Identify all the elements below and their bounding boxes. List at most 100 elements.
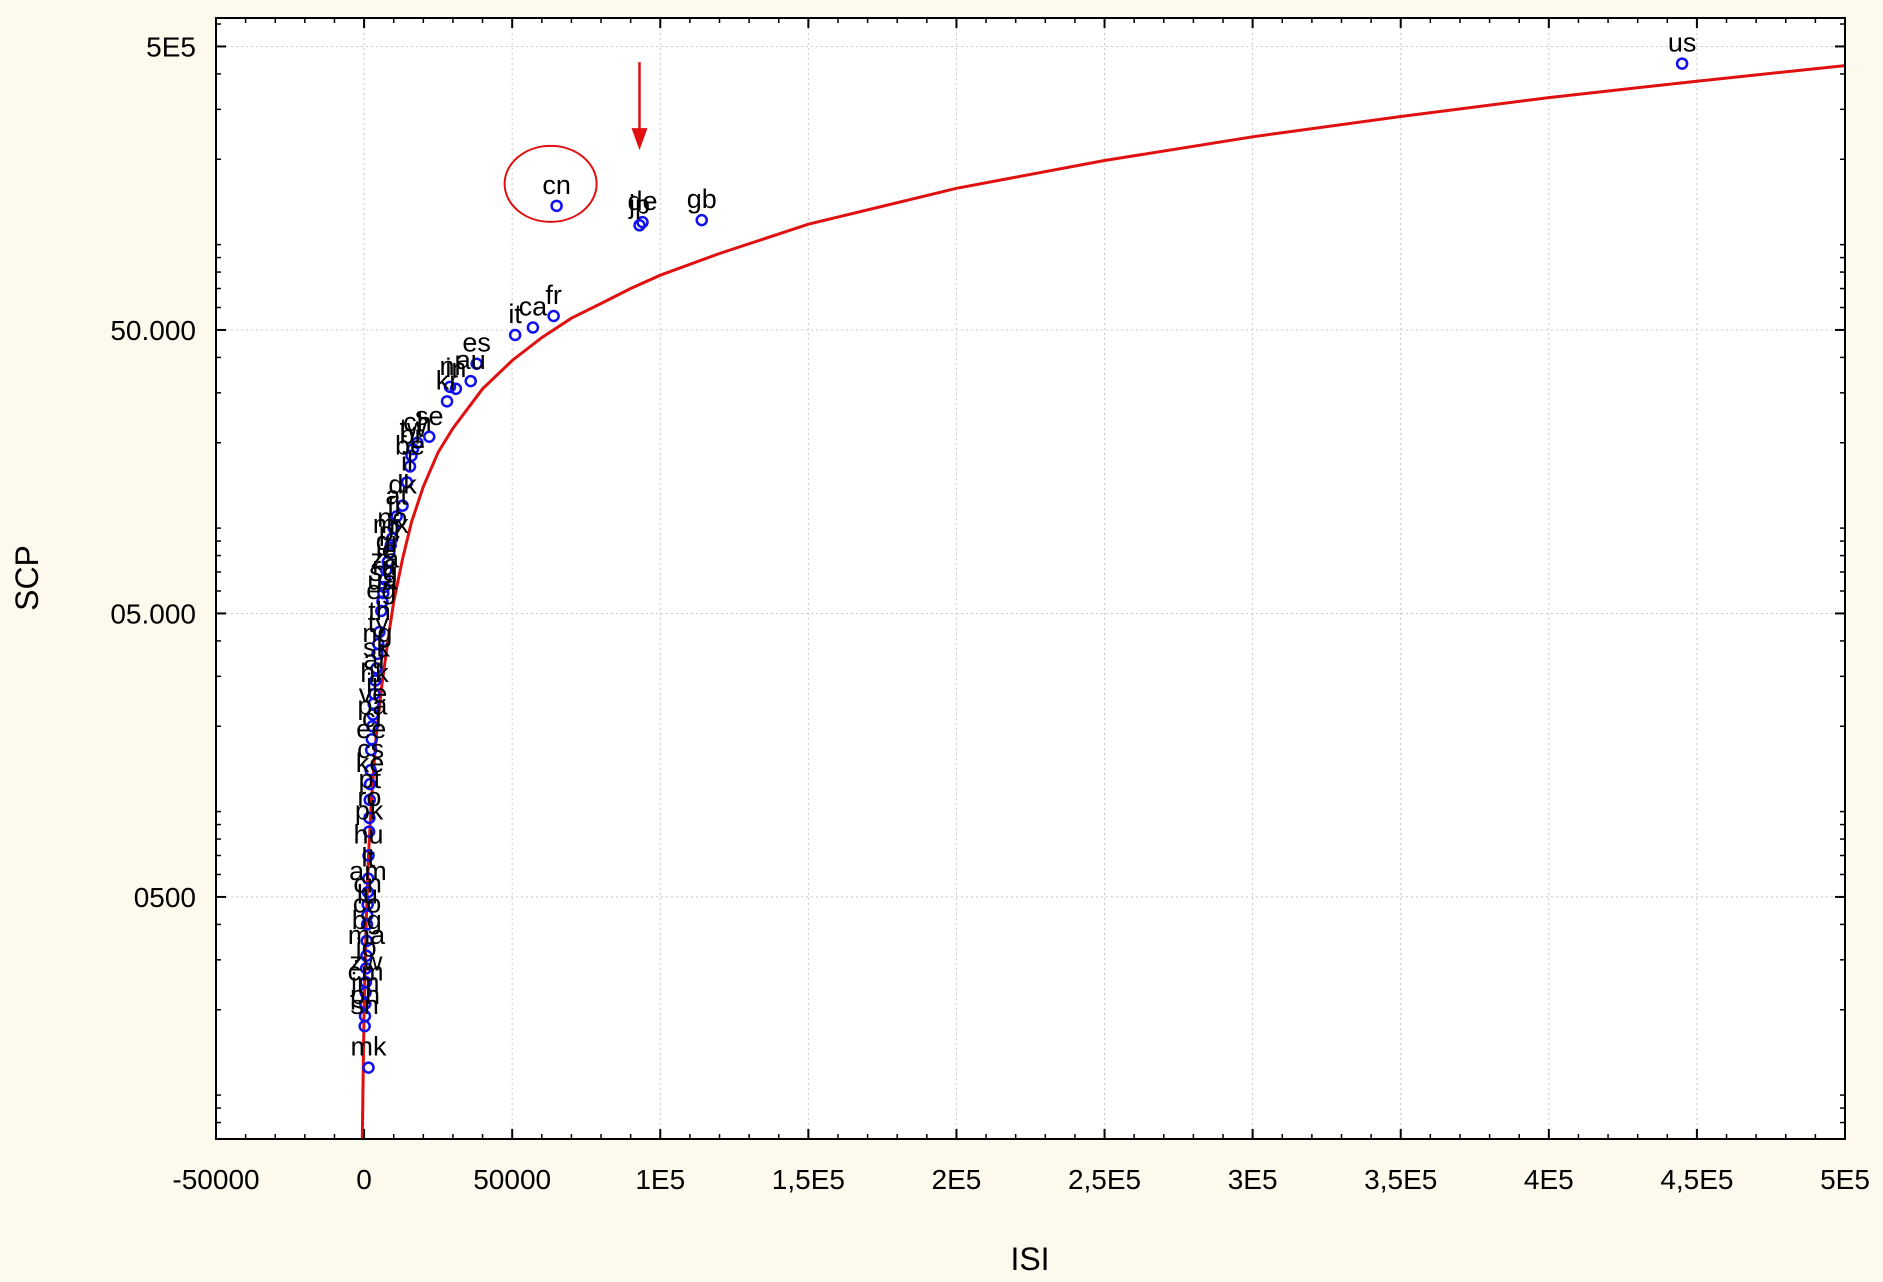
point-label: jm	[350, 968, 380, 998]
x-tick-label: -50000	[172, 1164, 259, 1195]
point-label: sg	[369, 557, 398, 587]
annotation-arrow-head	[631, 128, 648, 151]
point-label: pa	[357, 690, 388, 720]
point-label: mk	[351, 1032, 387, 1062]
data-point	[443, 380, 457, 394]
point-label: gb	[687, 184, 717, 214]
data-point	[390, 510, 403, 523]
x-tick-label: 5E5	[1820, 1164, 1870, 1195]
y-axis-title: SCP	[9, 545, 45, 611]
data-point	[362, 825, 376, 838]
point-label: au	[456, 345, 486, 375]
point-label: ca	[519, 292, 549, 322]
point-label: no	[377, 502, 407, 532]
point-label: ch	[403, 407, 432, 437]
point-label: ee	[356, 714, 386, 744]
point-label: nl	[439, 351, 460, 381]
x-tick-label: 4E5	[1524, 1164, 1574, 1195]
point-label: ar	[363, 645, 387, 675]
data-point	[440, 395, 454, 408]
x-tick-label: 2,5E5	[1068, 1164, 1141, 1195]
y-tick-label: 0500	[134, 882, 196, 913]
data-point	[423, 430, 436, 444]
point-label: gr	[376, 526, 400, 556]
point-label: co	[353, 888, 382, 918]
data-point	[373, 625, 386, 639]
point-label: jo	[355, 932, 377, 962]
data-point	[360, 949, 373, 963]
point-label: am	[349, 856, 387, 886]
point-label: mx	[373, 509, 409, 539]
point-label: us	[1668, 28, 1697, 58]
y-tick-label: 05.000	[110, 598, 196, 629]
data-point	[363, 811, 376, 825]
data-point	[378, 573, 392, 586]
point-label: bg	[352, 905, 382, 935]
point-label: za	[371, 543, 401, 573]
point-label: jp	[628, 189, 650, 219]
data-point	[364, 763, 377, 777]
point-label: it	[508, 299, 522, 329]
data-point	[400, 476, 414, 489]
point-label: ir	[366, 668, 381, 698]
point-label: cn	[542, 170, 571, 200]
data-point	[361, 872, 375, 885]
point-label: ie	[376, 534, 397, 564]
point-label: cn	[353, 869, 382, 899]
data-point	[636, 215, 649, 229]
point-label: at	[385, 480, 408, 510]
point-label: ty	[368, 608, 390, 638]
point-label: il	[401, 446, 413, 476]
x-tick-label: 2E5	[932, 1164, 982, 1195]
data-point	[369, 674, 382, 687]
point-label: eg	[366, 575, 396, 605]
fit-curve	[360, 64, 1846, 1140]
data-point	[360, 918, 374, 931]
point-label: es	[462, 328, 491, 358]
fit-curve-group	[360, 64, 1846, 1140]
y-tick-label: 50.000	[110, 315, 196, 346]
plot-background	[216, 18, 1845, 1139]
x-tick-label: 4,5E5	[1660, 1164, 1733, 1195]
point-label: br	[399, 420, 423, 450]
data-point	[363, 777, 377, 791]
data-point	[695, 213, 708, 227]
point-label: ke	[356, 748, 385, 778]
point-label: cl	[362, 703, 382, 733]
data-point	[633, 219, 646, 232]
point-label: ru	[372, 551, 396, 581]
point-label: hu	[354, 820, 384, 850]
data-point	[470, 357, 483, 370]
x-tick-label: 3E5	[1228, 1164, 1278, 1195]
data-point	[360, 934, 374, 948]
point-label: kr	[436, 365, 459, 395]
point-label: ua	[367, 566, 398, 596]
data-point	[377, 580, 391, 594]
point-label: hk	[360, 658, 389, 688]
point-label: ro	[357, 782, 381, 812]
data-point	[550, 199, 563, 213]
data-point	[381, 555, 395, 569]
data-point	[358, 1019, 371, 1033]
data-point	[396, 499, 409, 512]
data-point	[1675, 57, 1689, 70]
point-label: lt	[361, 843, 375, 873]
plot-frame	[215, 17, 1846, 1140]
point-label: fi	[387, 492, 401, 522]
data-point	[359, 962, 373, 975]
x-tick-label: 0	[356, 1164, 372, 1195]
x-axis-title: ISI	[1010, 1241, 1049, 1277]
annotations	[503, 62, 648, 223]
point-label: be	[395, 430, 425, 460]
data-point	[364, 743, 378, 757]
point-label: fr	[545, 280, 562, 310]
x-tick-label: 3,5E5	[1364, 1164, 1437, 1195]
y-tick-label: 5E5	[146, 31, 196, 62]
data-point	[385, 532, 399, 545]
data-point	[464, 374, 477, 388]
point-label: tw	[399, 413, 427, 443]
x-tick-labels: -50000 0 50000 1E5 1,5E5 2E5 2,5E5 3E5 3,5E5 4E5 4…	[172, 1164, 1870, 1195]
point-label: cs	[357, 734, 384, 764]
